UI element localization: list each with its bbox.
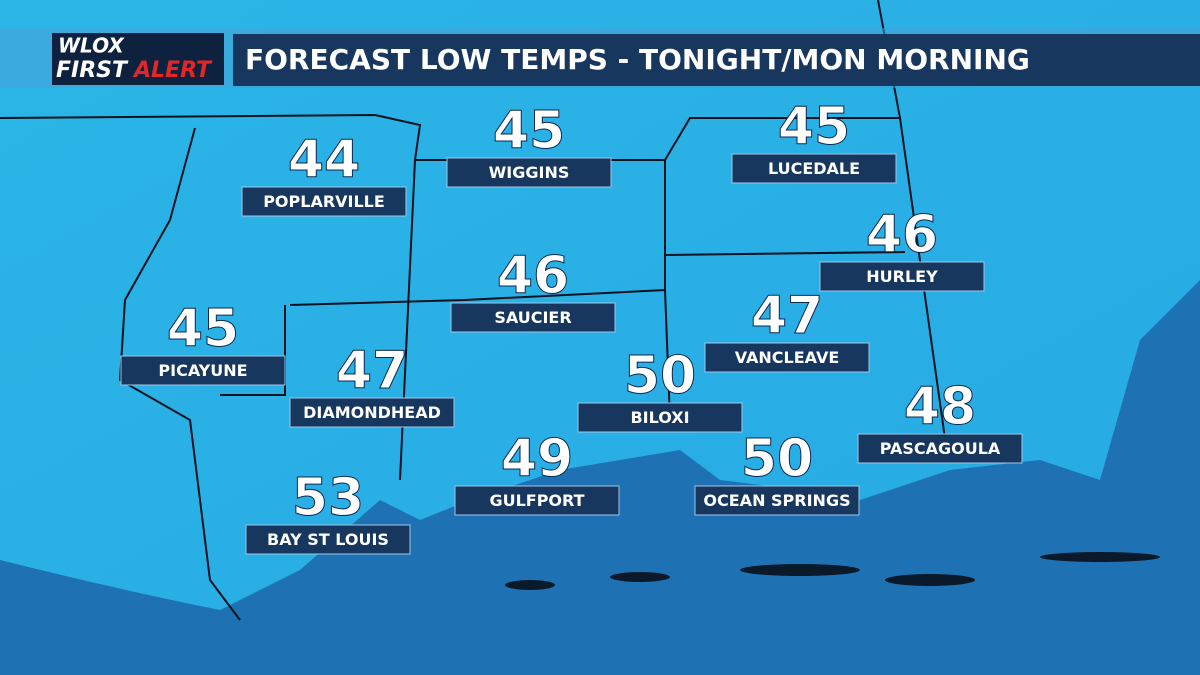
header-title: FORECAST LOW TEMPS - TONIGHT/MON MORNING (245, 43, 1030, 76)
city-name: BILOXI (630, 408, 689, 427)
city-label-box (694, 485, 860, 516)
city-label-box (289, 397, 455, 428)
city-name: PASCAGOULA (880, 439, 1001, 458)
city-label-box (731, 153, 897, 184)
temperature: 48 (904, 377, 976, 437)
city-name: DIAMONDHEAD (303, 403, 441, 422)
temperature: 50 (741, 429, 813, 489)
city-label-box (454, 485, 620, 516)
city-name: LUCEDALE (768, 159, 860, 178)
temperature: 46 (866, 205, 938, 265)
city-name: SAUCIER (494, 308, 571, 327)
city-name: BAY ST LOUIS (267, 530, 389, 549)
temperature: 45 (493, 101, 565, 161)
temperature: 47 (751, 286, 823, 346)
temperature: 45 (167, 299, 239, 359)
city-name: WIGGINS (489, 163, 570, 182)
city-label-box (450, 302, 616, 333)
city-name: OCEAN SPRINGS (703, 491, 850, 510)
islands (505, 552, 1160, 590)
city-label-box (241, 186, 407, 217)
temperature: 45 (778, 97, 850, 157)
city-label-box (857, 433, 1023, 464)
city-label-box (819, 261, 985, 292)
city-name: GULFPORT (489, 491, 584, 510)
temperature: 53 (292, 468, 364, 528)
city-label-box (446, 157, 612, 188)
logo-station: WLOX (58, 34, 125, 58)
city-label-box (245, 524, 411, 555)
header-bar (233, 34, 1200, 86)
temperature: 44 (288, 130, 360, 190)
city-label-box (704, 342, 870, 373)
temperature: 46 (497, 246, 569, 306)
logo-box (52, 33, 224, 85)
logo-alert: ALERT (132, 58, 213, 83)
city-name: VANCLEAVE (735, 348, 840, 367)
temperature: 47 (336, 341, 408, 401)
city-name: HURLEY (866, 267, 938, 286)
temperature: 50 (624, 346, 696, 406)
city-name: PICAYUNE (158, 361, 247, 380)
logo-first: FIRST (56, 58, 129, 83)
city-label-box (120, 355, 286, 386)
city-label-box (577, 402, 743, 433)
city-name: POPLARVILLE (263, 192, 385, 211)
temperature: 49 (501, 429, 573, 489)
